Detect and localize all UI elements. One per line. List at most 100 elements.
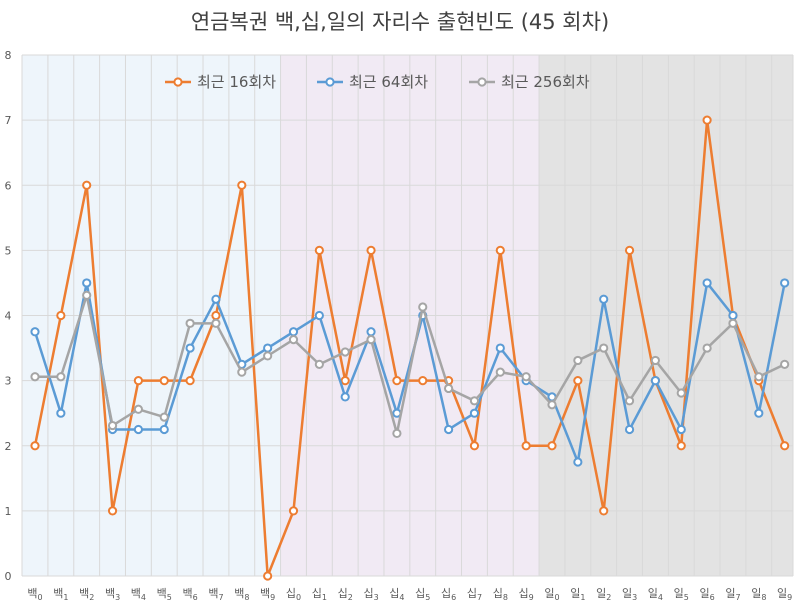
data-point [599,343,609,353]
series-layer [30,115,790,581]
data-point [624,424,635,435]
data-point [521,372,531,382]
y-tick-label: 1 [5,505,12,518]
chart-title: 연금복권 백,십,일의 자리수 출현빈도 (45 회차) [190,10,610,34]
data-point [650,376,661,386]
legend: 최근 16회차 최근 64회차 최근 256회차 [165,73,590,91]
data-point [573,355,583,366]
data-point [340,347,350,357]
data-point [676,441,686,451]
legend-item-1: 최근 64회차 [317,73,428,91]
y-tick-label: 3 [5,375,12,388]
y-tick-label: 2 [5,440,12,453]
data-point [702,343,712,353]
data-point [107,506,118,516]
data-point [185,376,195,386]
data-point [573,376,583,386]
x-tick-label: 일2 [596,586,611,602]
x-tick-label: 십1 [312,587,327,602]
data-point [444,383,454,394]
x-tick-label: 백5 [157,587,172,602]
data-point [107,420,118,431]
data-point [366,327,376,337]
data-point [314,245,324,255]
data-point [780,278,790,288]
legend-item-0: 최근 16회차 [165,73,276,91]
data-point [599,506,609,516]
gridlines [21,54,794,577]
x-tick-label: 백0 [27,587,42,602]
x-tick-label: 일9 [777,586,792,602]
data-point [676,388,686,398]
y-tick-label: 5 [5,244,12,257]
data-point [263,351,273,361]
data-point [82,180,92,190]
x-tick-label: 일3 [622,586,637,602]
legend-swatch-marker [325,77,335,87]
x-tick-label: 백8 [234,587,249,602]
data-point [237,367,247,377]
y-tick-label: 6 [5,179,12,192]
data-point [237,180,247,190]
x-tick-label: 백3 [105,587,120,602]
x-tick-label: 십8 [493,587,508,602]
x-tick-label: 일6 [699,586,714,602]
data-point [30,372,40,382]
x-tick-label: 일1 [570,586,585,602]
data-point [392,376,402,386]
data-point [211,310,221,321]
y-tick-label: 8 [5,49,12,62]
data-point [340,376,350,386]
data-point [676,424,686,435]
data-point [340,392,350,402]
y-tick-label: 7 [5,114,12,127]
data-point [82,290,92,300]
data-point [624,396,635,406]
data-point [314,359,324,369]
data-point [211,294,221,304]
x-tick-label: 십5 [415,587,430,602]
legend-swatch-marker [173,77,183,87]
data-point [30,327,40,337]
data-point [288,334,299,345]
data-point [418,376,428,386]
data-point [702,278,712,288]
data-point [133,376,143,386]
x-tick-label: 백1 [53,587,68,602]
x-tick-label: 일8 [751,586,766,602]
data-point [521,441,531,451]
data-point [573,457,583,467]
legend-swatch-marker [477,77,487,87]
data-point [30,441,40,451]
data-point [288,327,299,337]
data-point [728,318,738,328]
data-point [754,408,764,418]
data-point [366,245,376,255]
data-point [469,396,480,406]
y-tick-label: 4 [5,310,12,323]
x-tick-label: 십3 [363,587,378,602]
data-point [624,245,635,255]
data-point [211,318,221,328]
data-point [547,400,557,410]
x-tick-label: 백2 [79,587,94,602]
x-tick-label: 십6 [441,587,456,602]
data-point [780,441,790,451]
data-point [599,294,609,304]
x-tick-label: 십0 [286,587,301,602]
data-point [263,343,273,353]
data-point [366,334,376,345]
data-point [288,506,299,516]
data-point [82,278,92,288]
data-point [702,115,712,125]
data-point [444,424,454,435]
data-point [469,441,480,451]
x-tick-label: 십9 [519,587,534,602]
data-point [754,372,764,382]
axis-labels: 0 1 2 3 4 5 6 7 8 백0 백1 백2 백3 백4 백5 백6 백7 백8 백9 십0 십1 십2 십3 십4 십… [5,49,793,602]
data-point [495,367,505,377]
data-point [159,376,169,386]
x-tick-label: 일7 [725,586,740,602]
legend-item-2: 최근 256회차 [469,73,590,91]
